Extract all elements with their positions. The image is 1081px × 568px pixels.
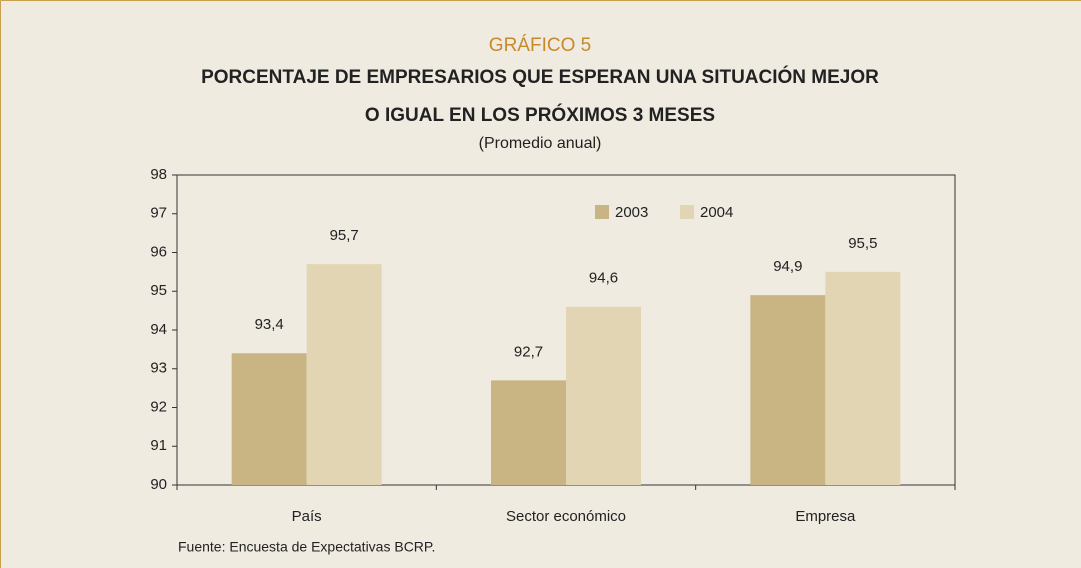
chart-title: PORCENTAJE DE EMPRESARIOS QUE ESPERAN UN… <box>201 66 879 88</box>
bar <box>750 295 826 485</box>
source: Fuente: Encuesta de Expectativas BCRP. <box>178 539 435 555</box>
chart-title: O IGUAL EN LOS PRÓXIMOS 3 MESES <box>365 104 715 126</box>
y-tick-label: 94 <box>150 321 167 338</box>
chart-label: GRÁFICO 5 <box>489 35 591 56</box>
legend-swatch <box>680 205 694 219</box>
y-tick-label: 90 <box>150 476 167 493</box>
legend-label: 2003 <box>615 204 648 221</box>
value-label: 95,7 <box>330 227 359 244</box>
value-label: 92,7 <box>514 343 543 360</box>
x-tick-label: Sector económico <box>506 508 626 525</box>
value-label: 94,6 <box>589 270 618 287</box>
x-tick-label: País <box>292 508 322 525</box>
y-tick-label: 97 <box>150 205 167 222</box>
x-tick-label: Empresa <box>795 508 856 525</box>
y-tick-label: 91 <box>150 437 167 454</box>
y-tick-label: 98 <box>150 166 167 183</box>
y-tick-label: 92 <box>150 398 167 415</box>
legend-label: 2004 <box>700 204 733 221</box>
value-label: 95,5 <box>848 235 877 252</box>
bar <box>825 271 901 485</box>
value-label: 93,4 <box>255 316 284 333</box>
y-tick-label: 93 <box>150 360 167 377</box>
bar <box>491 380 566 485</box>
bar <box>566 306 641 485</box>
y-tick-label: 95 <box>150 282 167 299</box>
legend-swatch <box>595 205 609 219</box>
chart-subtitle: (Promedio anual) <box>479 135 602 152</box>
bar <box>306 264 382 485</box>
value-label: 94,9 <box>773 258 802 275</box>
bar <box>231 353 307 485</box>
y-tick-label: 96 <box>150 243 167 260</box>
